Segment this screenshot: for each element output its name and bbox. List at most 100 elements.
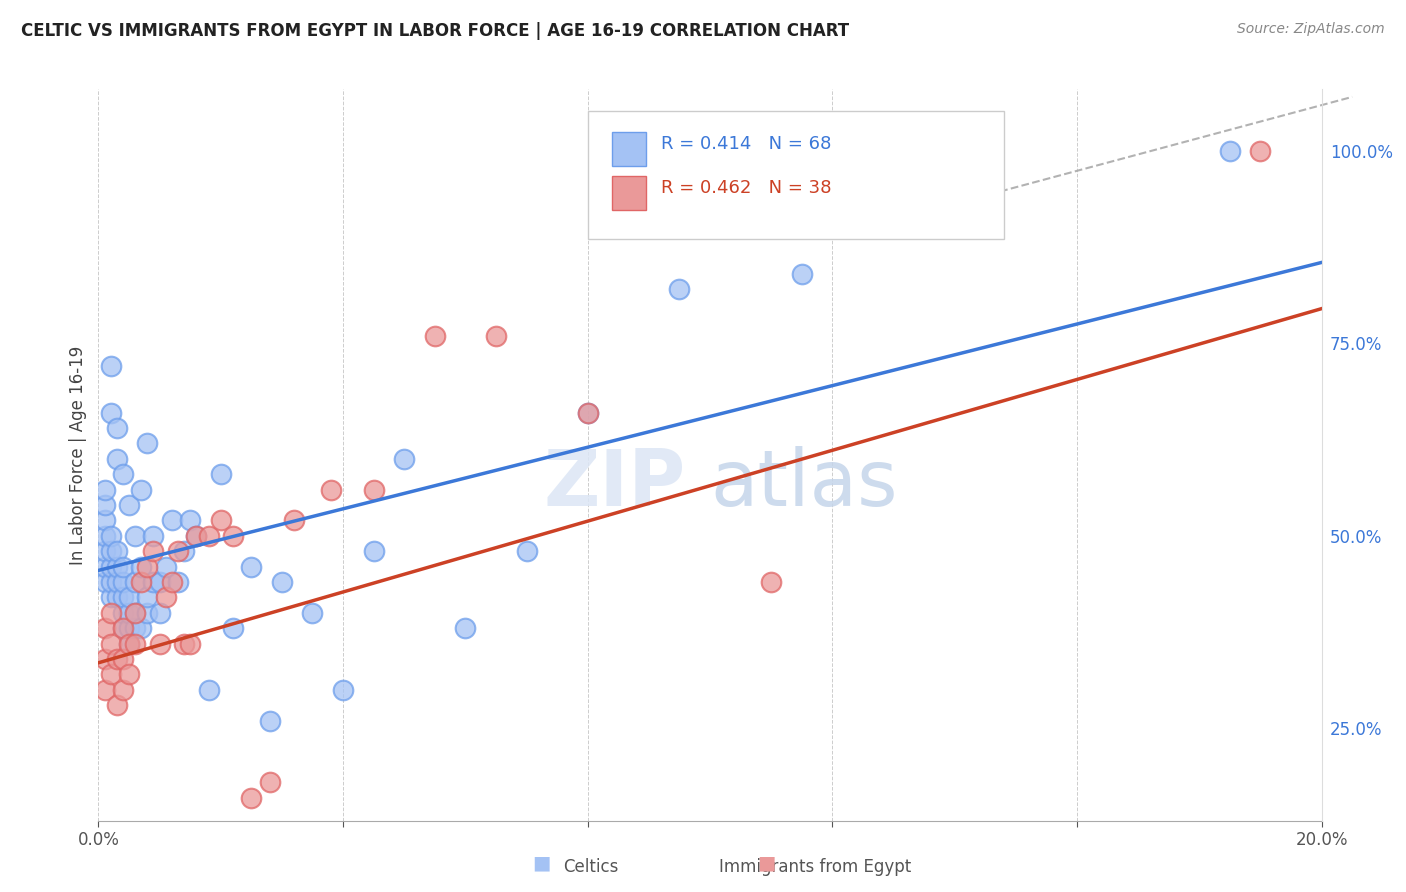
Point [100,359,122,374]
Point [136,559,159,574]
Point [129,621,152,635]
Text: Celtics: Celtics [562,858,619,876]
Point [93,529,115,543]
Text: atlas: atlas [710,446,897,522]
Point [111,652,134,666]
Point [576,406,599,420]
Point [259,714,281,728]
Point [160,574,183,589]
Point [173,636,195,650]
Point [100,667,122,681]
Point [167,544,190,558]
Point [332,682,354,697]
Point [93,621,115,635]
Point [111,621,134,635]
FancyBboxPatch shape [588,112,1004,239]
Point [129,574,152,589]
Point [118,591,141,605]
Y-axis label: In Labor Force | Age 16-19: In Labor Force | Age 16-19 [69,345,87,565]
Point [105,698,128,713]
Point [222,621,245,635]
Point [142,544,165,558]
Point [136,606,159,620]
Point [111,467,134,482]
Point [93,574,115,589]
Point [111,574,134,589]
Point [160,513,183,527]
Point [155,591,177,605]
Point [454,621,477,635]
Point [209,513,232,527]
Point [149,574,172,589]
Point [668,282,690,296]
Point [142,574,165,589]
Point [129,559,152,574]
Point [111,559,134,574]
Point [118,636,141,650]
Point [100,591,122,605]
Point [222,529,245,543]
Point [118,621,141,635]
Point [149,606,172,620]
Point [270,574,292,589]
Point [118,667,141,681]
Point [93,513,115,527]
Point [485,328,508,343]
Point [105,652,128,666]
Point [93,483,115,497]
Point [105,574,128,589]
Point [105,559,128,574]
Point [124,606,146,620]
Point [118,498,141,512]
Point [197,529,219,543]
Point [759,574,782,589]
Point [283,513,305,527]
Text: ■: ■ [756,854,776,872]
Point [124,529,146,543]
Point [167,574,190,589]
Point [259,775,281,789]
Point [197,682,219,697]
Point [186,529,208,543]
Point [516,544,538,558]
Point [105,591,128,605]
Text: CELTIC VS IMMIGRANTS FROM EGYPT IN LABOR FORCE | AGE 16-19 CORRELATION CHART: CELTIC VS IMMIGRANTS FROM EGYPT IN LABOR… [21,22,849,40]
Text: R = 0.462   N = 38: R = 0.462 N = 38 [661,179,831,197]
Point [576,406,599,420]
Point [142,529,165,543]
Point [1249,144,1271,158]
Point [118,606,141,620]
Point [105,451,128,466]
Point [149,636,172,650]
Point [209,467,232,482]
Point [136,591,159,605]
Point [100,606,122,620]
Point [155,559,177,574]
Text: ■: ■ [531,854,551,872]
Point [423,328,446,343]
Point [111,682,134,697]
Point [100,574,122,589]
Bar [612,132,647,166]
Point [319,483,342,497]
Point [179,636,201,650]
Point [179,513,201,527]
Point [173,544,195,558]
Point [111,606,134,620]
Point [186,529,208,543]
Point [111,591,134,605]
Point [136,436,159,450]
Point [100,529,122,543]
Point [93,652,115,666]
Point [93,544,115,558]
Point [118,636,141,650]
Bar [612,177,647,210]
Point [111,621,134,635]
Point [363,544,385,558]
Point [392,451,416,466]
Point [93,682,115,697]
Point [301,606,323,620]
Point [129,483,152,497]
Point [100,406,122,420]
Point [100,636,122,650]
